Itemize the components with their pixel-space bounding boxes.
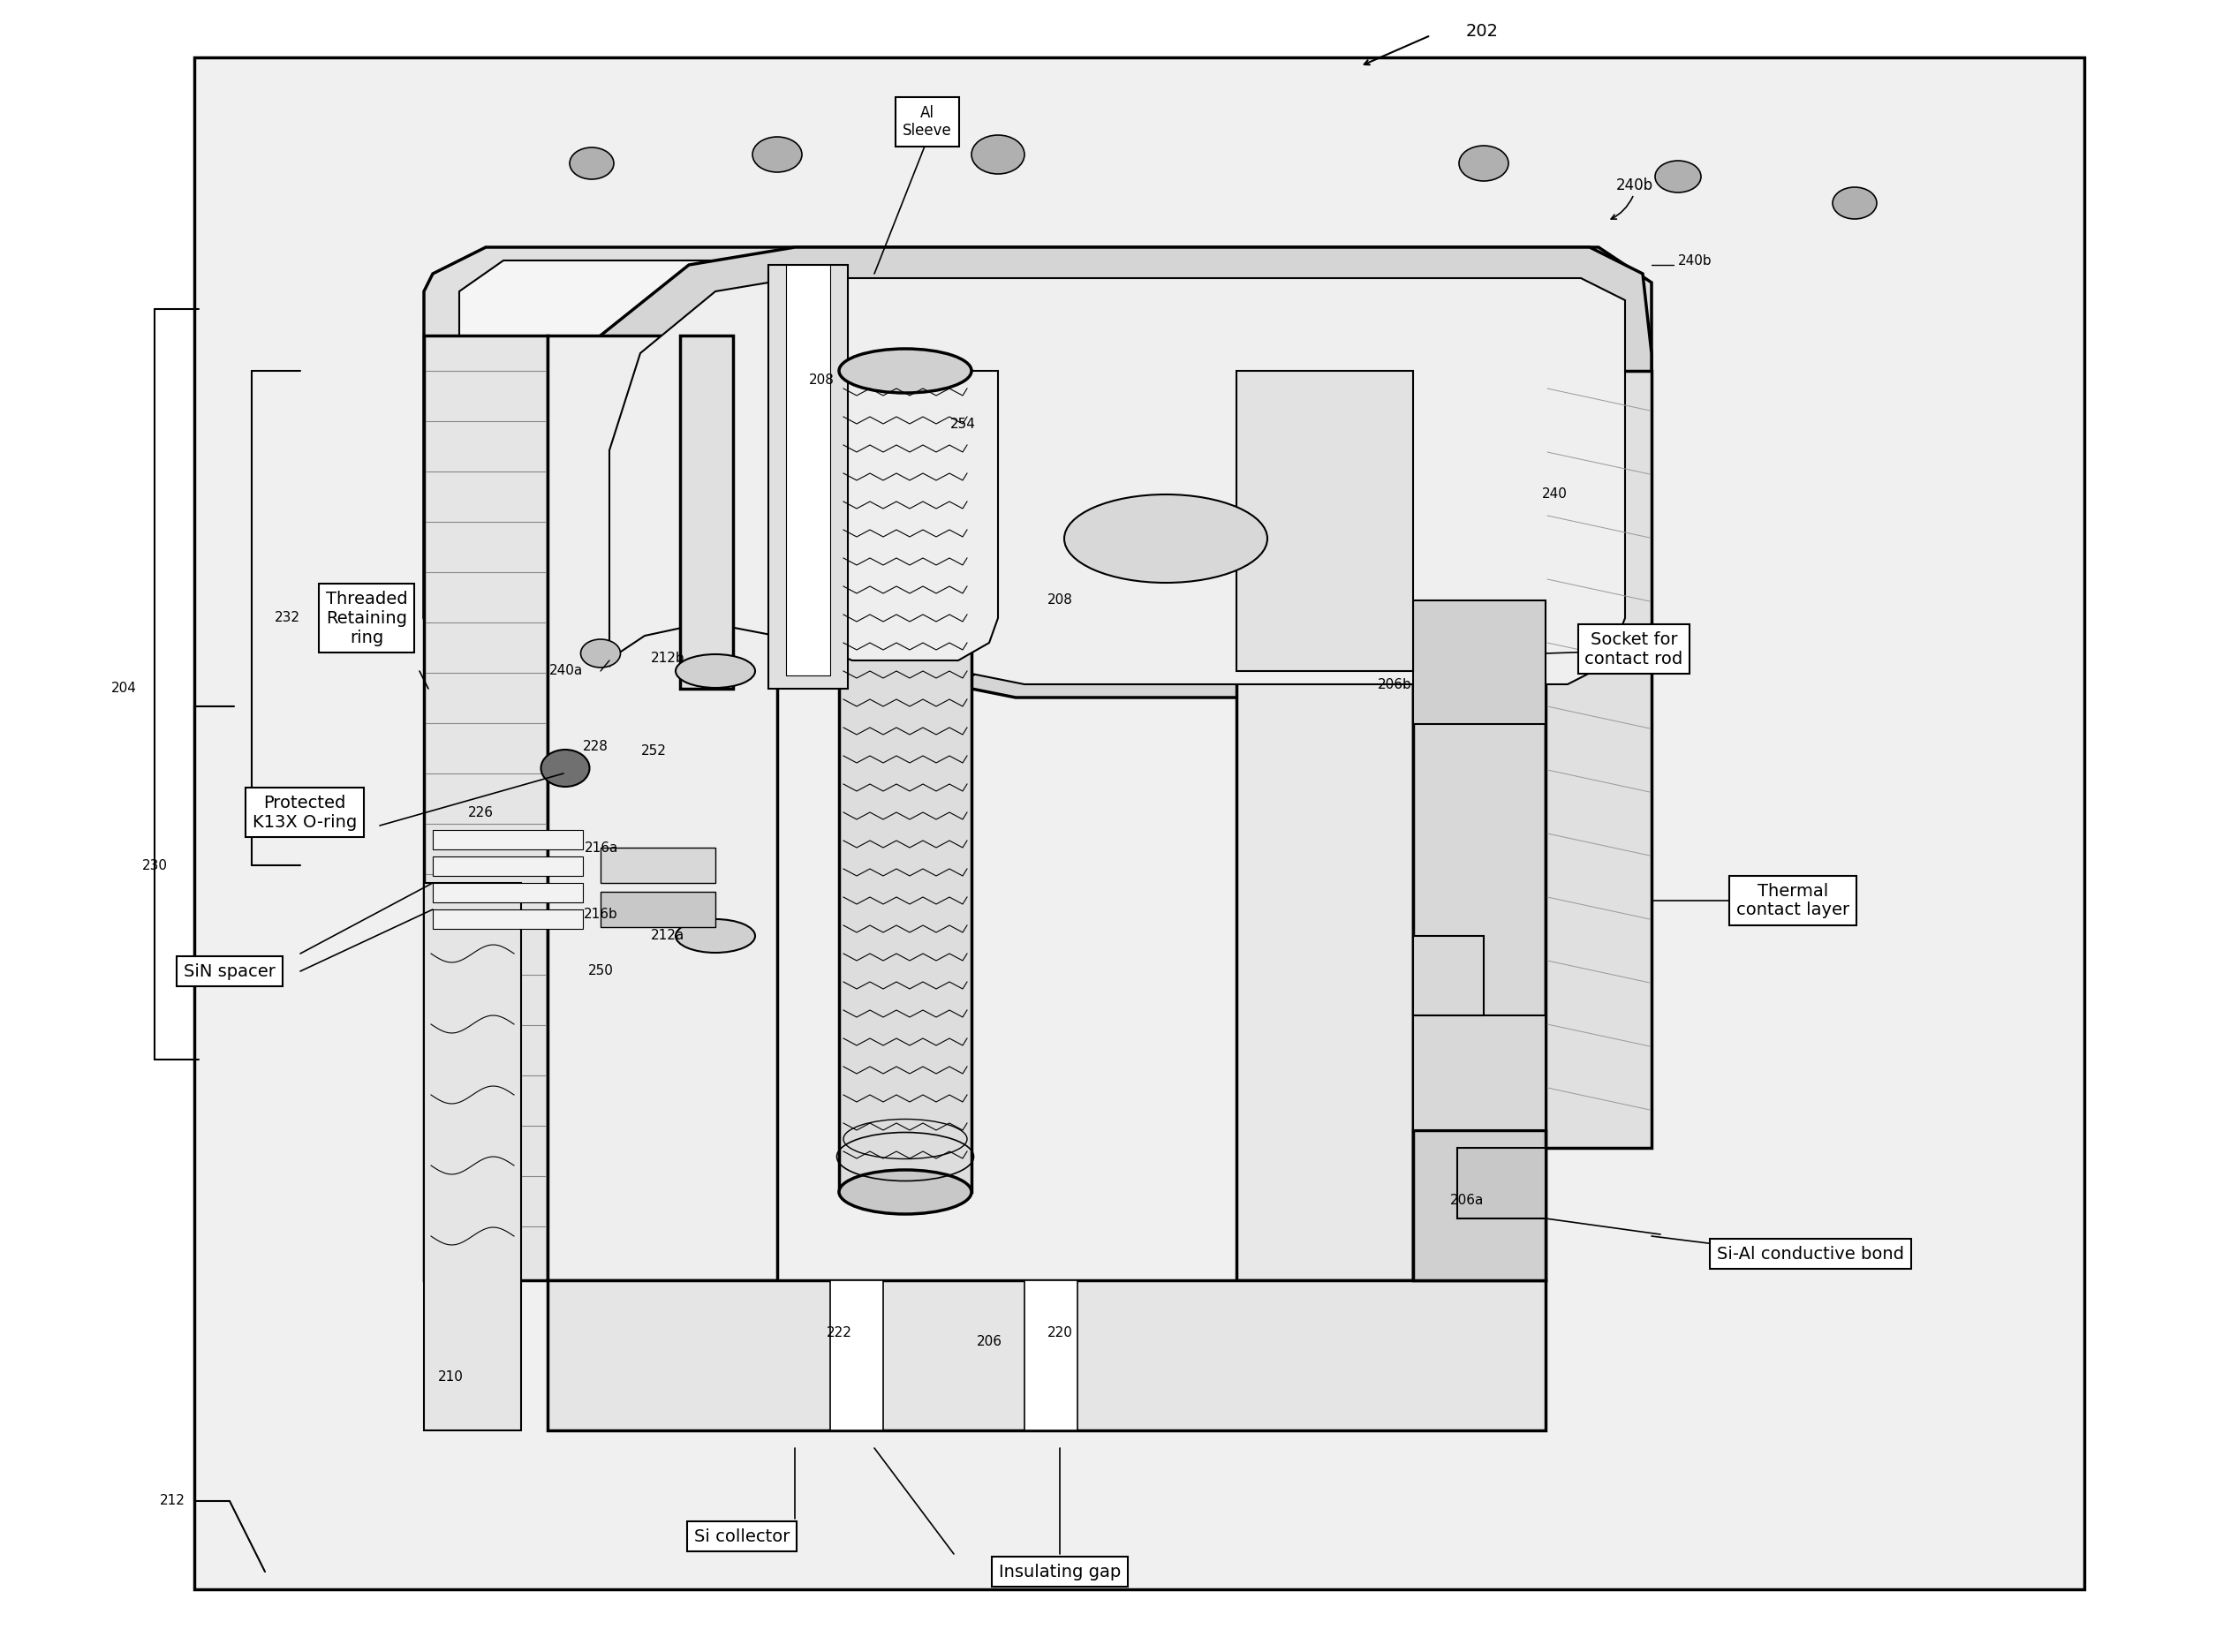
Ellipse shape [972,135,1026,173]
Text: 232: 232 [275,611,301,624]
Polygon shape [600,892,715,927]
Text: 222: 222 [826,1327,853,1340]
Polygon shape [423,248,1652,681]
Ellipse shape [839,349,972,393]
Polygon shape [423,335,547,1280]
Polygon shape [547,335,777,1280]
Text: 216a: 216a [585,841,618,854]
Text: 212b: 212b [651,651,684,664]
Text: Protected
K13X O-ring: Protected K13X O-ring [253,795,357,831]
Text: SiN spacer: SiN spacer [184,963,275,980]
Polygon shape [786,264,831,676]
Text: 240: 240 [1542,487,1568,501]
Text: 240a: 240a [549,664,583,677]
Ellipse shape [753,137,802,172]
Polygon shape [831,1280,884,1431]
Text: 254: 254 [950,418,975,431]
Polygon shape [432,829,583,849]
Text: 228: 228 [583,740,609,753]
Polygon shape [1236,370,1413,1280]
Polygon shape [1413,600,1546,724]
Text: Al
Sleeve: Al Sleeve [904,104,952,139]
Polygon shape [547,1280,1546,1431]
Ellipse shape [1063,494,1267,583]
Text: 202: 202 [1466,23,1500,40]
Polygon shape [839,370,972,1193]
Ellipse shape [580,639,620,667]
Text: 252: 252 [642,743,667,757]
Polygon shape [1413,1016,1546,1130]
Text: 212a: 212a [651,930,684,943]
Ellipse shape [676,919,755,953]
Text: Si collector: Si collector [693,1528,791,1545]
Polygon shape [432,882,583,902]
Text: 204: 204 [111,682,137,695]
Polygon shape [680,335,733,689]
Text: Si-Al conductive bond: Si-Al conductive bond [1717,1246,1905,1262]
Text: 212: 212 [159,1495,186,1508]
Polygon shape [1457,1148,1546,1219]
Polygon shape [432,856,583,876]
Bar [195,58,2084,1589]
Text: 208: 208 [1048,593,1072,606]
Polygon shape [459,261,1617,654]
Polygon shape [1026,1280,1076,1431]
Ellipse shape [1655,160,1701,193]
Text: 240b: 240b [1679,254,1712,268]
Polygon shape [565,248,1652,697]
Ellipse shape [1460,145,1508,182]
Polygon shape [609,278,1626,684]
Polygon shape [1546,370,1652,1148]
Text: 240b: 240b [1617,177,1652,193]
Polygon shape [1413,1130,1546,1280]
Ellipse shape [839,1170,972,1214]
Ellipse shape [540,750,589,786]
Polygon shape [432,910,583,928]
Polygon shape [423,882,521,1431]
Polygon shape [600,847,715,882]
Text: 226: 226 [467,806,494,819]
Ellipse shape [676,654,755,687]
Ellipse shape [1832,187,1876,220]
Text: 220: 220 [1048,1327,1072,1340]
Text: 250: 250 [587,965,614,978]
Polygon shape [1413,937,1484,1016]
Text: Threaded
Retaining
ring: Threaded Retaining ring [326,590,408,646]
Text: 206: 206 [977,1335,1001,1348]
Text: 230: 230 [142,859,168,872]
Text: 206a: 206a [1451,1194,1484,1208]
Ellipse shape [569,147,614,178]
Polygon shape [1413,370,1546,1280]
Text: Insulating gap: Insulating gap [999,1563,1121,1579]
Polygon shape [1236,370,1413,671]
Polygon shape [769,264,848,689]
Text: 208: 208 [808,373,835,387]
Text: 216b: 216b [585,907,618,920]
Polygon shape [769,370,1026,681]
Text: 210: 210 [439,1371,463,1384]
Text: 206b: 206b [1378,677,1411,691]
Text: Socket for
contact rod: Socket for contact rod [1584,631,1683,667]
Polygon shape [795,370,999,661]
Text: Thermal
contact layer: Thermal contact layer [1737,882,1850,919]
